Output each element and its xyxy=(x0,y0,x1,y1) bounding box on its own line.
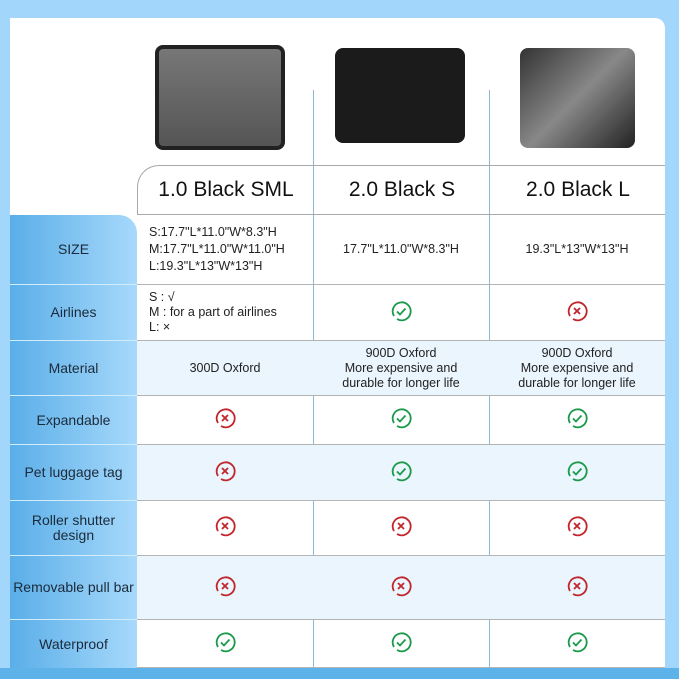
table-cell xyxy=(313,445,489,500)
table-cell: 900D Oxford More expensive and durable for… xyxy=(313,341,489,395)
feature-label: Removable pull bar xyxy=(10,556,137,620)
table-row xyxy=(137,556,665,620)
feature-label: Expandable xyxy=(10,396,137,445)
check-circle-icon xyxy=(390,631,412,657)
product-name-2: 2.0 Black S xyxy=(348,178,456,201)
table-cell xyxy=(489,501,665,555)
table-row: S : √ M : for a part of airlines L: × xyxy=(137,285,665,341)
cross-circle-icon xyxy=(566,515,588,541)
check-circle-icon xyxy=(566,407,588,433)
table-cell xyxy=(313,620,489,667)
table-cell xyxy=(313,396,489,444)
cell-text: S:17.7"L*11.0"W*8.3"H xyxy=(149,225,277,239)
bottom-band xyxy=(0,668,679,679)
table-cell: S:17.7"L*11.0"W*8.3"H M:17.7"L*11.0"W*11.… xyxy=(137,215,313,284)
cross-circle-icon xyxy=(214,407,236,433)
table-cell xyxy=(137,445,313,500)
product-name-1: 1.0 Black SML xyxy=(158,178,294,201)
cell-text: 17.7"L*11.0"W*8.3"H xyxy=(343,242,459,256)
product-name-3: 2.0 Black L xyxy=(526,178,630,201)
check-circle-icon xyxy=(390,407,412,433)
table-row xyxy=(137,396,665,445)
cell-text: L: × xyxy=(149,320,171,334)
cell-text: S : √ xyxy=(149,290,175,304)
feature-label: Waterproof xyxy=(39,635,108,652)
table-cell xyxy=(489,445,665,500)
table-cell xyxy=(137,620,313,667)
table-cell xyxy=(313,556,489,619)
cross-circle-icon xyxy=(390,515,412,541)
table-cell: 19.3"L*13"W*13"H xyxy=(489,215,665,284)
feature-label: Pet luggage tag xyxy=(10,445,137,501)
product-image-3 xyxy=(520,48,635,148)
table-cell xyxy=(489,396,665,444)
cross-circle-icon xyxy=(214,460,236,486)
table-cell xyxy=(137,501,313,555)
cell-text: durable for longer life xyxy=(342,375,460,390)
header-row: 1.0 Black SML 2.0 Black S 2.0 Black L xyxy=(137,165,665,215)
table-row: 300D Oxford 900D Oxford More expensive and… xyxy=(137,341,665,396)
table-cell xyxy=(313,501,489,555)
table-row xyxy=(137,501,665,556)
background xyxy=(0,0,10,679)
check-circle-icon xyxy=(566,631,588,657)
feature-labels: SIZE Airlines Material Expandable Pet luggag… xyxy=(10,215,137,668)
feature-label: SIZE xyxy=(10,215,137,285)
cell-text: durable for longer life xyxy=(518,375,636,390)
check-circle-icon xyxy=(390,460,412,486)
table-cell xyxy=(489,620,665,667)
check-circle-icon xyxy=(566,460,588,486)
cell-text: M:17.7"L*11.0"W*11.0"H xyxy=(149,242,285,256)
table-cell: 900D Oxford More expensive and durable for… xyxy=(489,341,665,395)
cell-text: 900D Oxford xyxy=(365,345,437,360)
table-row xyxy=(137,445,665,501)
cell-text: L:19.3"L*13"W*13"H xyxy=(149,259,263,273)
cross-circle-icon xyxy=(566,575,588,601)
product-image-1 xyxy=(155,45,285,150)
feature-label: Airlines xyxy=(10,285,137,341)
table-cell xyxy=(489,556,665,619)
table-cell xyxy=(137,396,313,444)
feature-label: Material xyxy=(10,341,137,396)
cell-text: 19.3"L*13"W*13"H xyxy=(525,242,629,256)
table-row xyxy=(137,620,665,668)
cross-circle-icon xyxy=(566,300,588,326)
feature-label: Roller shutter design xyxy=(10,501,137,556)
cell-text: 900D Oxford xyxy=(541,345,613,360)
cell-text: More expensive and xyxy=(344,360,458,375)
cross-circle-icon xyxy=(390,575,412,601)
cross-circle-icon xyxy=(214,515,236,541)
cell-text: 300D Oxford xyxy=(189,360,261,375)
table-row: S:17.7"L*11.0"W*8.3"H M:17.7"L*11.0"W*11.… xyxy=(137,215,665,285)
check-circle-icon xyxy=(390,300,412,326)
check-circle-icon xyxy=(214,631,236,657)
table-cell: S : √ M : for a part of airlines L: × xyxy=(137,285,313,340)
table-cell: 300D Oxford xyxy=(137,341,313,395)
table-cell: 17.7"L*11.0"W*8.3"H xyxy=(313,215,489,284)
cell-text: M : for a part of airlines xyxy=(149,305,277,319)
table-cell xyxy=(489,285,665,340)
cell-text: More expensive and xyxy=(520,360,634,375)
table-cell xyxy=(313,285,489,340)
product-image-2 xyxy=(335,48,465,143)
cross-circle-icon xyxy=(214,575,236,601)
table-cell xyxy=(137,556,313,619)
